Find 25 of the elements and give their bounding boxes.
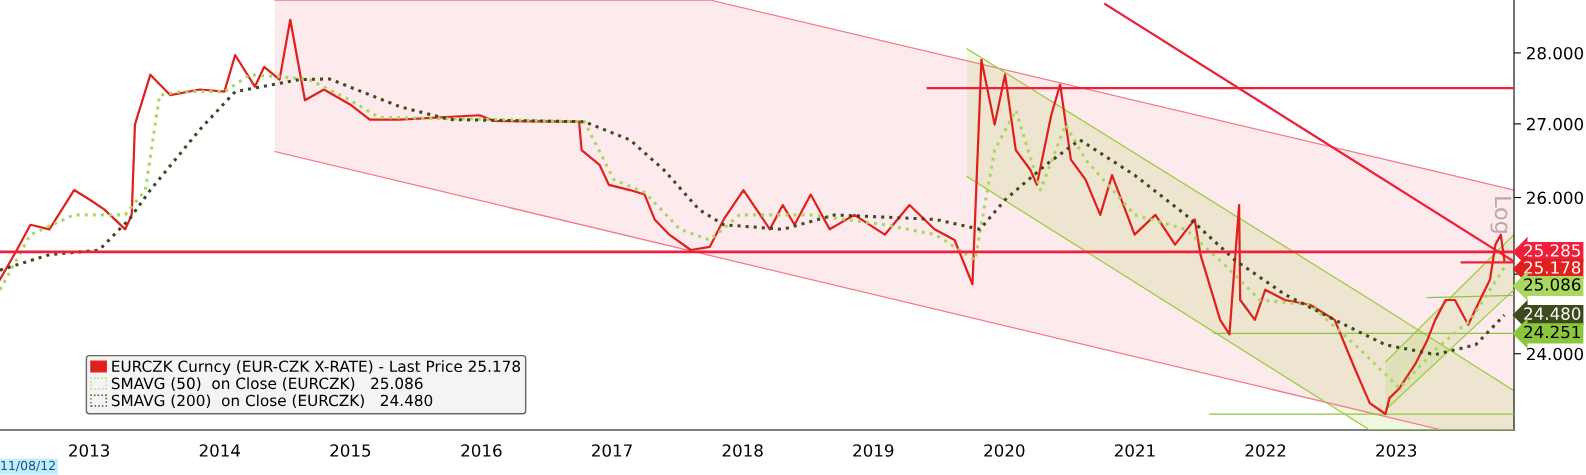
x-tick-label: 2013 xyxy=(69,444,109,457)
legend-label: SMAVG (50) on Close (EURCZK) 25.086 xyxy=(111,377,423,391)
x-tick-label: 2019 xyxy=(853,444,894,457)
x-tick-label: 2017 xyxy=(592,444,632,457)
y-tick-label: 28.000 xyxy=(1527,46,1584,60)
x-tick-label: 2021 xyxy=(1114,444,1155,457)
x-tick-label: 2023 xyxy=(1376,444,1417,457)
ref-line-label: 25.285 xyxy=(1524,244,1580,257)
y-tick-label: 27.000 xyxy=(1527,117,1584,131)
data-label: 25.178 xyxy=(1524,261,1581,274)
data-label: 25.086 xyxy=(1524,278,1581,291)
x-tick-label: 2014 xyxy=(199,444,241,457)
y-axis-title: Log xyxy=(1490,197,1512,233)
legend-label: SMAVG (200) on Close (EURCZK) 24.480 xyxy=(111,394,433,409)
y-tick-label: 26.000 xyxy=(1527,191,1584,205)
legend-label: EURCZK Curncy (EUR-CZK X-RATE) - Last Price 25.178 xyxy=(112,360,521,376)
x-tick-label: 2018 xyxy=(722,444,763,457)
data-label: 24.251 xyxy=(1524,325,1580,339)
y-tick-label: 24.000 xyxy=(1527,347,1584,361)
data-label: 24.480 xyxy=(1524,307,1581,320)
x-tick-label: 2016 xyxy=(461,444,502,457)
x-tick-label: 2020 xyxy=(984,444,1025,457)
text: 11/08/12 xyxy=(1,460,55,472)
x-tick-label: 2015 xyxy=(330,444,371,457)
x-tick-label: 2022 xyxy=(1245,444,1286,457)
